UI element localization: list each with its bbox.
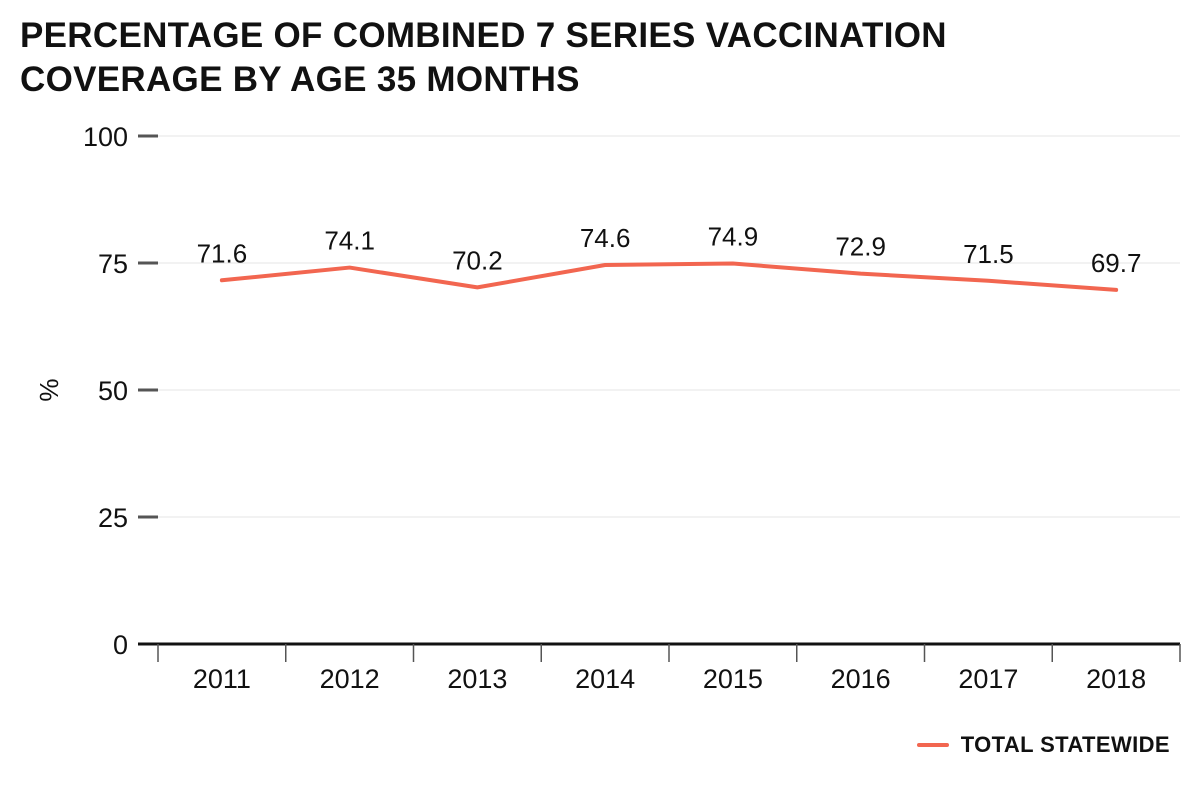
data-label: 72.9 bbox=[835, 232, 886, 262]
x-tick-label: 2017 bbox=[958, 664, 1018, 694]
x-tick-label: 2016 bbox=[831, 664, 891, 694]
data-label: 74.9 bbox=[708, 222, 759, 252]
y-tick-label: 75 bbox=[98, 249, 128, 279]
x-tick-label: 2011 bbox=[193, 664, 251, 694]
y-axis-title: % bbox=[34, 378, 64, 401]
legend-label: TOTAL STATEWIDE bbox=[960, 732, 1170, 757]
chart-title: PERCENTAGE OF COMBINED 7 SERIES VACCINAT… bbox=[20, 14, 1170, 102]
x-tick-label: 2012 bbox=[320, 664, 380, 694]
y-tick-label: 50 bbox=[98, 376, 128, 406]
series-layer bbox=[219, 261, 1119, 292]
legend: TOTAL STATEWIDE bbox=[916, 732, 1170, 758]
x-tick-label: 2018 bbox=[1086, 664, 1146, 694]
legend-swatch bbox=[916, 743, 949, 747]
data-label: 74.1 bbox=[324, 226, 375, 256]
data-label: 74.6 bbox=[580, 223, 631, 253]
x-tick-label: 2014 bbox=[575, 664, 635, 694]
chart-title-line-1: PERCENTAGE OF COMBINED 7 SERIES VACCINAT… bbox=[20, 16, 947, 55]
data-label: 70.2 bbox=[452, 245, 503, 275]
y-tick-label: 0 bbox=[113, 630, 128, 660]
y-tick-label: 25 bbox=[98, 503, 128, 533]
x-tick-label: 2015 bbox=[703, 664, 763, 694]
data-label: 71.5 bbox=[963, 239, 1014, 269]
gridlines bbox=[158, 135, 1180, 518]
x-tick-label: 2013 bbox=[447, 664, 507, 694]
y-tick-label: 100 bbox=[83, 122, 128, 152]
series-line bbox=[219, 261, 1119, 292]
axes: 0 25 50 75 100 2011 2012 2013 2014 2015 2016 2017 20… bbox=[83, 122, 1181, 694]
chart-title-line-2: COVERAGE BY AGE 35 MONTHS bbox=[20, 60, 580, 99]
data-labels: 71.6 74.1 70.2 74.6 74.9 72.9 71.5 69.7 bbox=[197, 222, 1142, 278]
data-label: 69.7 bbox=[1091, 248, 1142, 278]
data-label: 71.6 bbox=[197, 238, 248, 268]
